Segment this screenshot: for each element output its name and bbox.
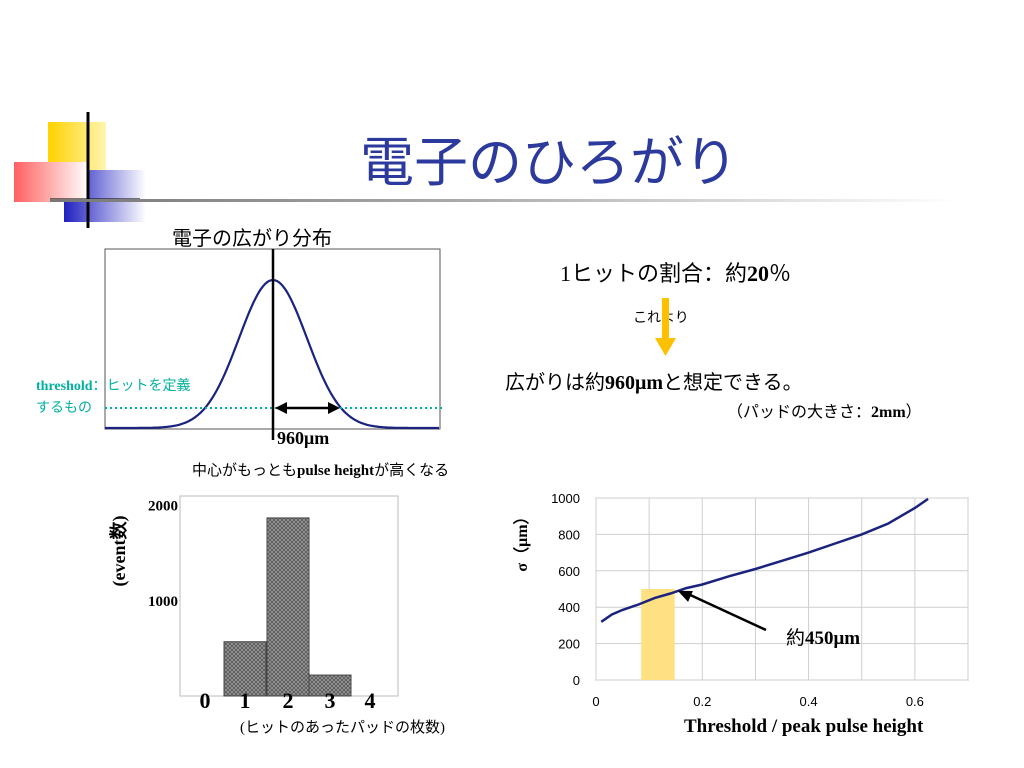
sigma-line [600,497,929,623]
down-arrow-head [655,338,676,356]
ratio-unit: ％ [769,261,792,286]
conclusion-suffix: と想定できる。 [663,372,803,394]
histogram-bar-3 [308,674,352,697]
sigma-xlabel: Threshold / peak pulse height [684,716,924,737]
annotation-label: 約450μm [786,623,860,650]
pad-size-text: （パッドの大きさ：2mm） [727,398,922,422]
annotation-arrow [689,593,767,632]
histogram-xtick-4: 4 [365,688,376,713]
sigma-xtick-0.6: 0.6 [906,694,924,709]
sigma-ytick-200: 200 [558,637,580,652]
width-arrowhead-left [275,402,287,414]
threshold-def-2: するもの [36,401,92,416]
width-label: 960μm [277,428,330,448]
sigma-ytick-1000: 1000 [551,491,580,506]
distribution-title: 電子の広がり分布 [172,228,332,250]
conclusion-prefix: 広がりは約 [505,372,605,394]
conclusion-value: 960μm [605,372,663,394]
sigma-xtick-0: 0 [592,694,599,709]
title-rule [50,199,960,202]
histogram-xtick-0: 0 [200,688,211,713]
down-arrow-icon [655,298,676,356]
sigma-ytick-800: 800 [558,527,580,542]
sigma-ytick-0: 0 [573,673,580,688]
histogram-ylabel-text: (event数) [109,515,129,587]
histogram-xtick-2: 2 [283,688,294,713]
histogram-xlabel: (ヒットのあったパッドの枚数) [240,720,445,736]
caption-bold: pulse height [297,463,375,479]
sigma-ytick-600: 600 [558,564,580,579]
sigma-xtick-0.4: 0.4 [800,694,818,709]
histogram-xtick-3: 3 [325,688,336,713]
width-arrowhead-right [328,402,340,414]
caption-suffix: が高くなる [374,463,450,479]
slide-title: 電子のひろがり [360,133,738,193]
pad-size-value: 2mm [871,404,906,421]
annotation-value: 450μm [805,628,861,649]
hit-ratio-text: 1ヒットの割合：約20％ [560,256,791,288]
red-square [14,162,88,202]
caption-prefix: 中心がもっとも [192,463,298,479]
ratio-value: 20 [747,261,770,286]
threshold-label: threshold：ヒットを定義 するもの [36,376,191,420]
highlight-band [641,589,675,680]
annotation-prefix: 約 [786,628,806,649]
annotation-arrowhead [677,590,693,602]
histogram-bar-1 [223,641,267,697]
sigma-chart: 0 200 400 600 800 1000 0 0.2 0.4 0.6 [551,491,969,709]
arrow-label: これより [633,311,689,326]
threshold-def-1: ：ヒットを定義 [92,379,191,394]
histogram-chart: 1000 2000 0 1 2 3 4 [148,495,399,713]
distribution-caption: 中心がもっともpulse heightが高くなる [192,459,449,480]
down-arrow-shaft [662,298,669,340]
sigma-ylabel-text: σ（μm） [514,508,531,572]
distribution-plot [104,248,442,440]
pad-size-suffix: ） [905,404,922,421]
ratio-prefix: 1ヒットの割合：約 [560,261,748,286]
histogram-ytick-1000: 1000 [148,594,178,610]
sigma-ytick-400: 400 [558,600,580,615]
sigma-ylabel: σ（μm） [504,508,534,571]
histogram-ytick-2000: 2000 [148,499,178,515]
histogram-xtick-1: 1 [240,688,251,713]
sigma-xtick-0.2: 0.2 [693,694,711,709]
decoration-squares [14,112,146,228]
histogram-ylabel: (event数) [103,508,131,598]
pad-size-prefix: （パッドの大きさ： [727,404,872,421]
histogram-bar-2 [266,517,310,697]
conclusion-text: 広がりは約960μmと想定できる。 [505,366,803,395]
threshold-word: threshold [36,379,93,394]
